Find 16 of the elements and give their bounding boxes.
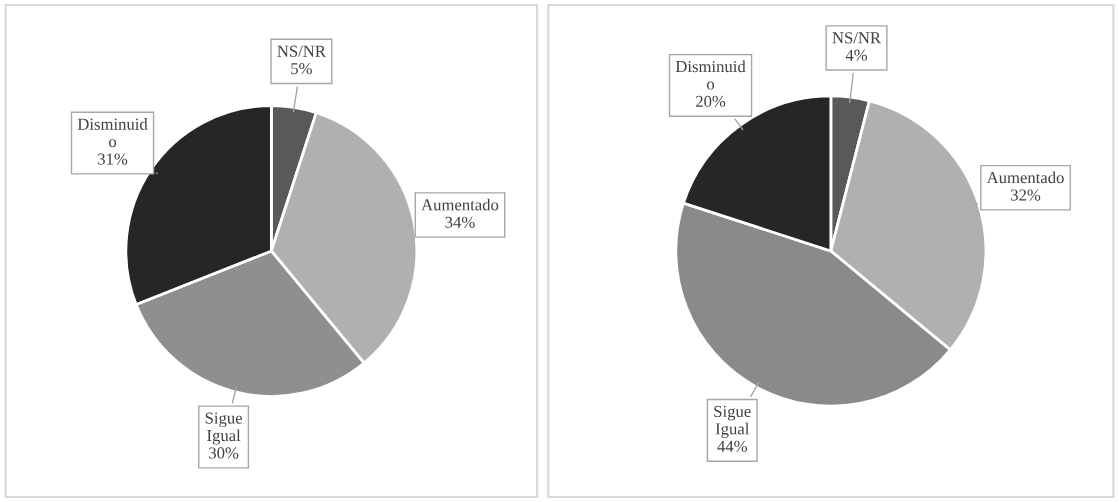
data-label: 20%	[696, 95, 726, 108]
data-label: 31%	[98, 153, 128, 165]
slice-label: NS/NR	[277, 45, 326, 57]
data-label: 30%	[209, 447, 239, 459]
slice-label: Sigue Igual	[205, 412, 243, 445]
slice-label: Sigue Igual	[714, 405, 751, 438]
slice-label: Disminuid o	[77, 118, 148, 148]
data-label: 32%	[1011, 189, 1041, 201]
data-label: 44%	[717, 440, 747, 453]
data-label: 4%	[845, 49, 868, 61]
data-label: 5%	[291, 62, 312, 75]
slice-label: NS/NR	[832, 32, 882, 44]
slice-label: Disminuid o	[675, 60, 746, 90]
slice-label: Aumentado	[421, 198, 499, 211]
data-label: 34%	[445, 216, 475, 228]
slice-label: Aumentado	[986, 171, 1064, 184]
